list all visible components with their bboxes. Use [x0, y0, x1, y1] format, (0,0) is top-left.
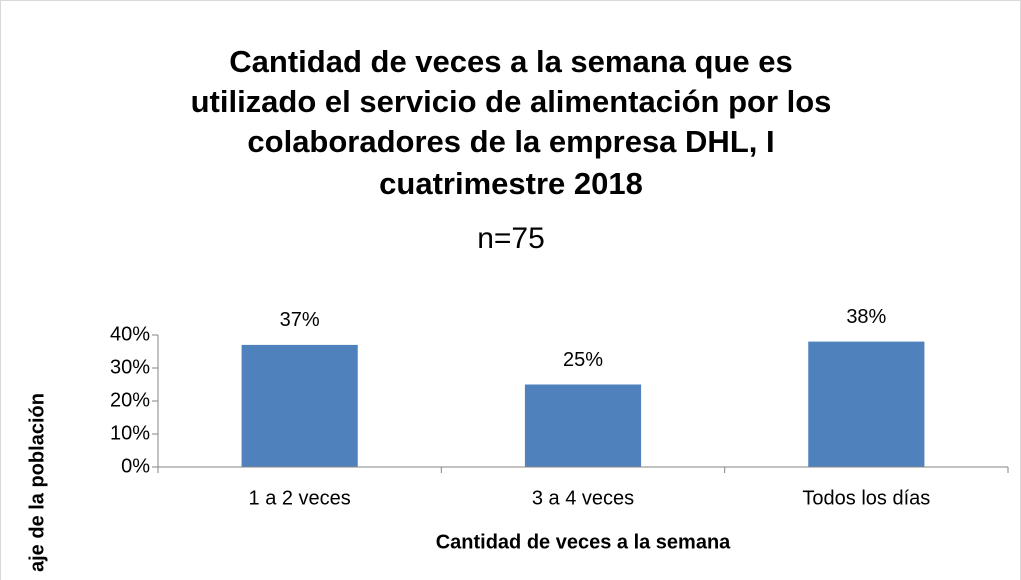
bar	[808, 341, 925, 467]
x-tick-label: 1 a 2 veces	[249, 487, 351, 509]
value-label: 37%	[280, 309, 320, 331]
chart-title: colaboradores de la empresa DHL, I	[247, 124, 774, 159]
bar	[241, 344, 358, 467]
value-label: 25%	[563, 349, 603, 371]
chart-subtitle: n=75	[477, 222, 545, 255]
chart-title: utilizado el servicio de alimentación po…	[191, 84, 832, 119]
chart-title: cuatrimestre 2018	[379, 166, 643, 201]
y-axis-label: aje de la población	[26, 393, 48, 572]
x-tick-label: 3 a 4 veces	[532, 487, 634, 509]
y-tick-label: 20%	[110, 389, 150, 411]
y-tick-label: 40%	[110, 323, 150, 345]
x-axis-label: Cantidad de veces a la semana	[436, 531, 731, 553]
y-tick-label: 10%	[110, 422, 150, 444]
y-tick-label: 30%	[110, 356, 150, 378]
chart-title: Cantidad de veces a la semana que es	[229, 44, 792, 79]
y-tick-label: 0%	[121, 455, 150, 477]
x-tick-label: Todos los días	[802, 487, 930, 509]
value-label: 38%	[846, 306, 886, 328]
bar	[524, 384, 642, 467]
